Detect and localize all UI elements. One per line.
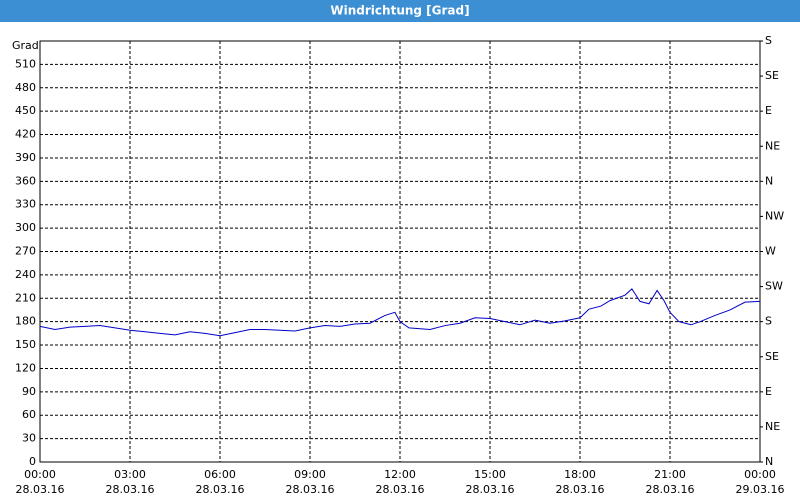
y2-tick-label: NW — [765, 209, 784, 222]
x-tick-date: 29.03.16 — [736, 483, 785, 496]
y-tick-label: 450 — [15, 104, 36, 117]
x-tick-date: 28.03.16 — [106, 483, 155, 496]
x-tick-label: 18:00 — [564, 468, 596, 481]
x-tick-date: 28.03.16 — [16, 483, 65, 496]
x-tick-label: 15:00 — [474, 468, 506, 481]
x-tick-label: 00:00 — [24, 468, 56, 481]
x-tick-date: 28.03.16 — [466, 483, 515, 496]
x-tick-label: 21:00 — [654, 468, 686, 481]
y2-tick-label: N — [765, 455, 773, 468]
x-tick-date: 28.03.16 — [286, 483, 335, 496]
y2-tick-label: SE — [765, 69, 779, 82]
y-tick-label: 180 — [15, 315, 36, 328]
y-tick-label: 60 — [22, 408, 36, 421]
y2-tick-label: N — [765, 174, 773, 187]
y-tick-label: 240 — [15, 268, 36, 281]
y2-tick-label: SE — [765, 350, 779, 363]
y-axis-label: Grad — [12, 39, 39, 52]
y-tick-label: 510 — [15, 57, 36, 70]
y-tick-label: 390 — [15, 151, 36, 164]
x-tick-label: 03:00 — [114, 468, 146, 481]
y2-tick-label: S — [765, 34, 772, 47]
y-tick-label: 30 — [22, 432, 36, 445]
y-tick-label: 300 — [15, 221, 36, 234]
x-tick-label: 12:00 — [384, 468, 416, 481]
y2-tick-label: E — [765, 385, 772, 398]
x-tick-label: 06:00 — [204, 468, 236, 481]
x-tick-date: 28.03.16 — [196, 483, 245, 496]
y-tick-label: 330 — [15, 198, 36, 211]
y-tick-label: 90 — [22, 385, 36, 398]
y-tick-label: 210 — [15, 291, 36, 304]
y-tick-label: 120 — [15, 361, 36, 374]
y-tick-label: 360 — [15, 174, 36, 187]
y2-tick-label: S — [765, 315, 772, 328]
y-tick-label: 420 — [15, 128, 36, 141]
y2-tick-label: NE — [765, 420, 780, 433]
x-tick-date: 28.03.16 — [556, 483, 605, 496]
x-tick-date: 28.03.16 — [376, 483, 425, 496]
y-tick-label: 480 — [15, 81, 36, 94]
x-tick-date: 28.03.16 — [646, 483, 695, 496]
y-tick-label: 150 — [15, 338, 36, 351]
y2-tick-label: NE — [765, 139, 780, 152]
y2-tick-label: W — [765, 245, 776, 258]
data-line — [39, 288, 761, 337]
y-tick-label: 0 — [29, 455, 36, 468]
x-tick-label: 09:00 — [294, 468, 326, 481]
y-tick-label: 270 — [15, 245, 36, 258]
x-tick-label: 00:00 — [744, 468, 776, 481]
y2-tick-label: SW — [765, 280, 783, 293]
chart-title: Windrichtung [Grad] — [330, 4, 469, 18]
y2-tick-label: E — [765, 104, 772, 117]
title-bar — [0, 0, 800, 22]
